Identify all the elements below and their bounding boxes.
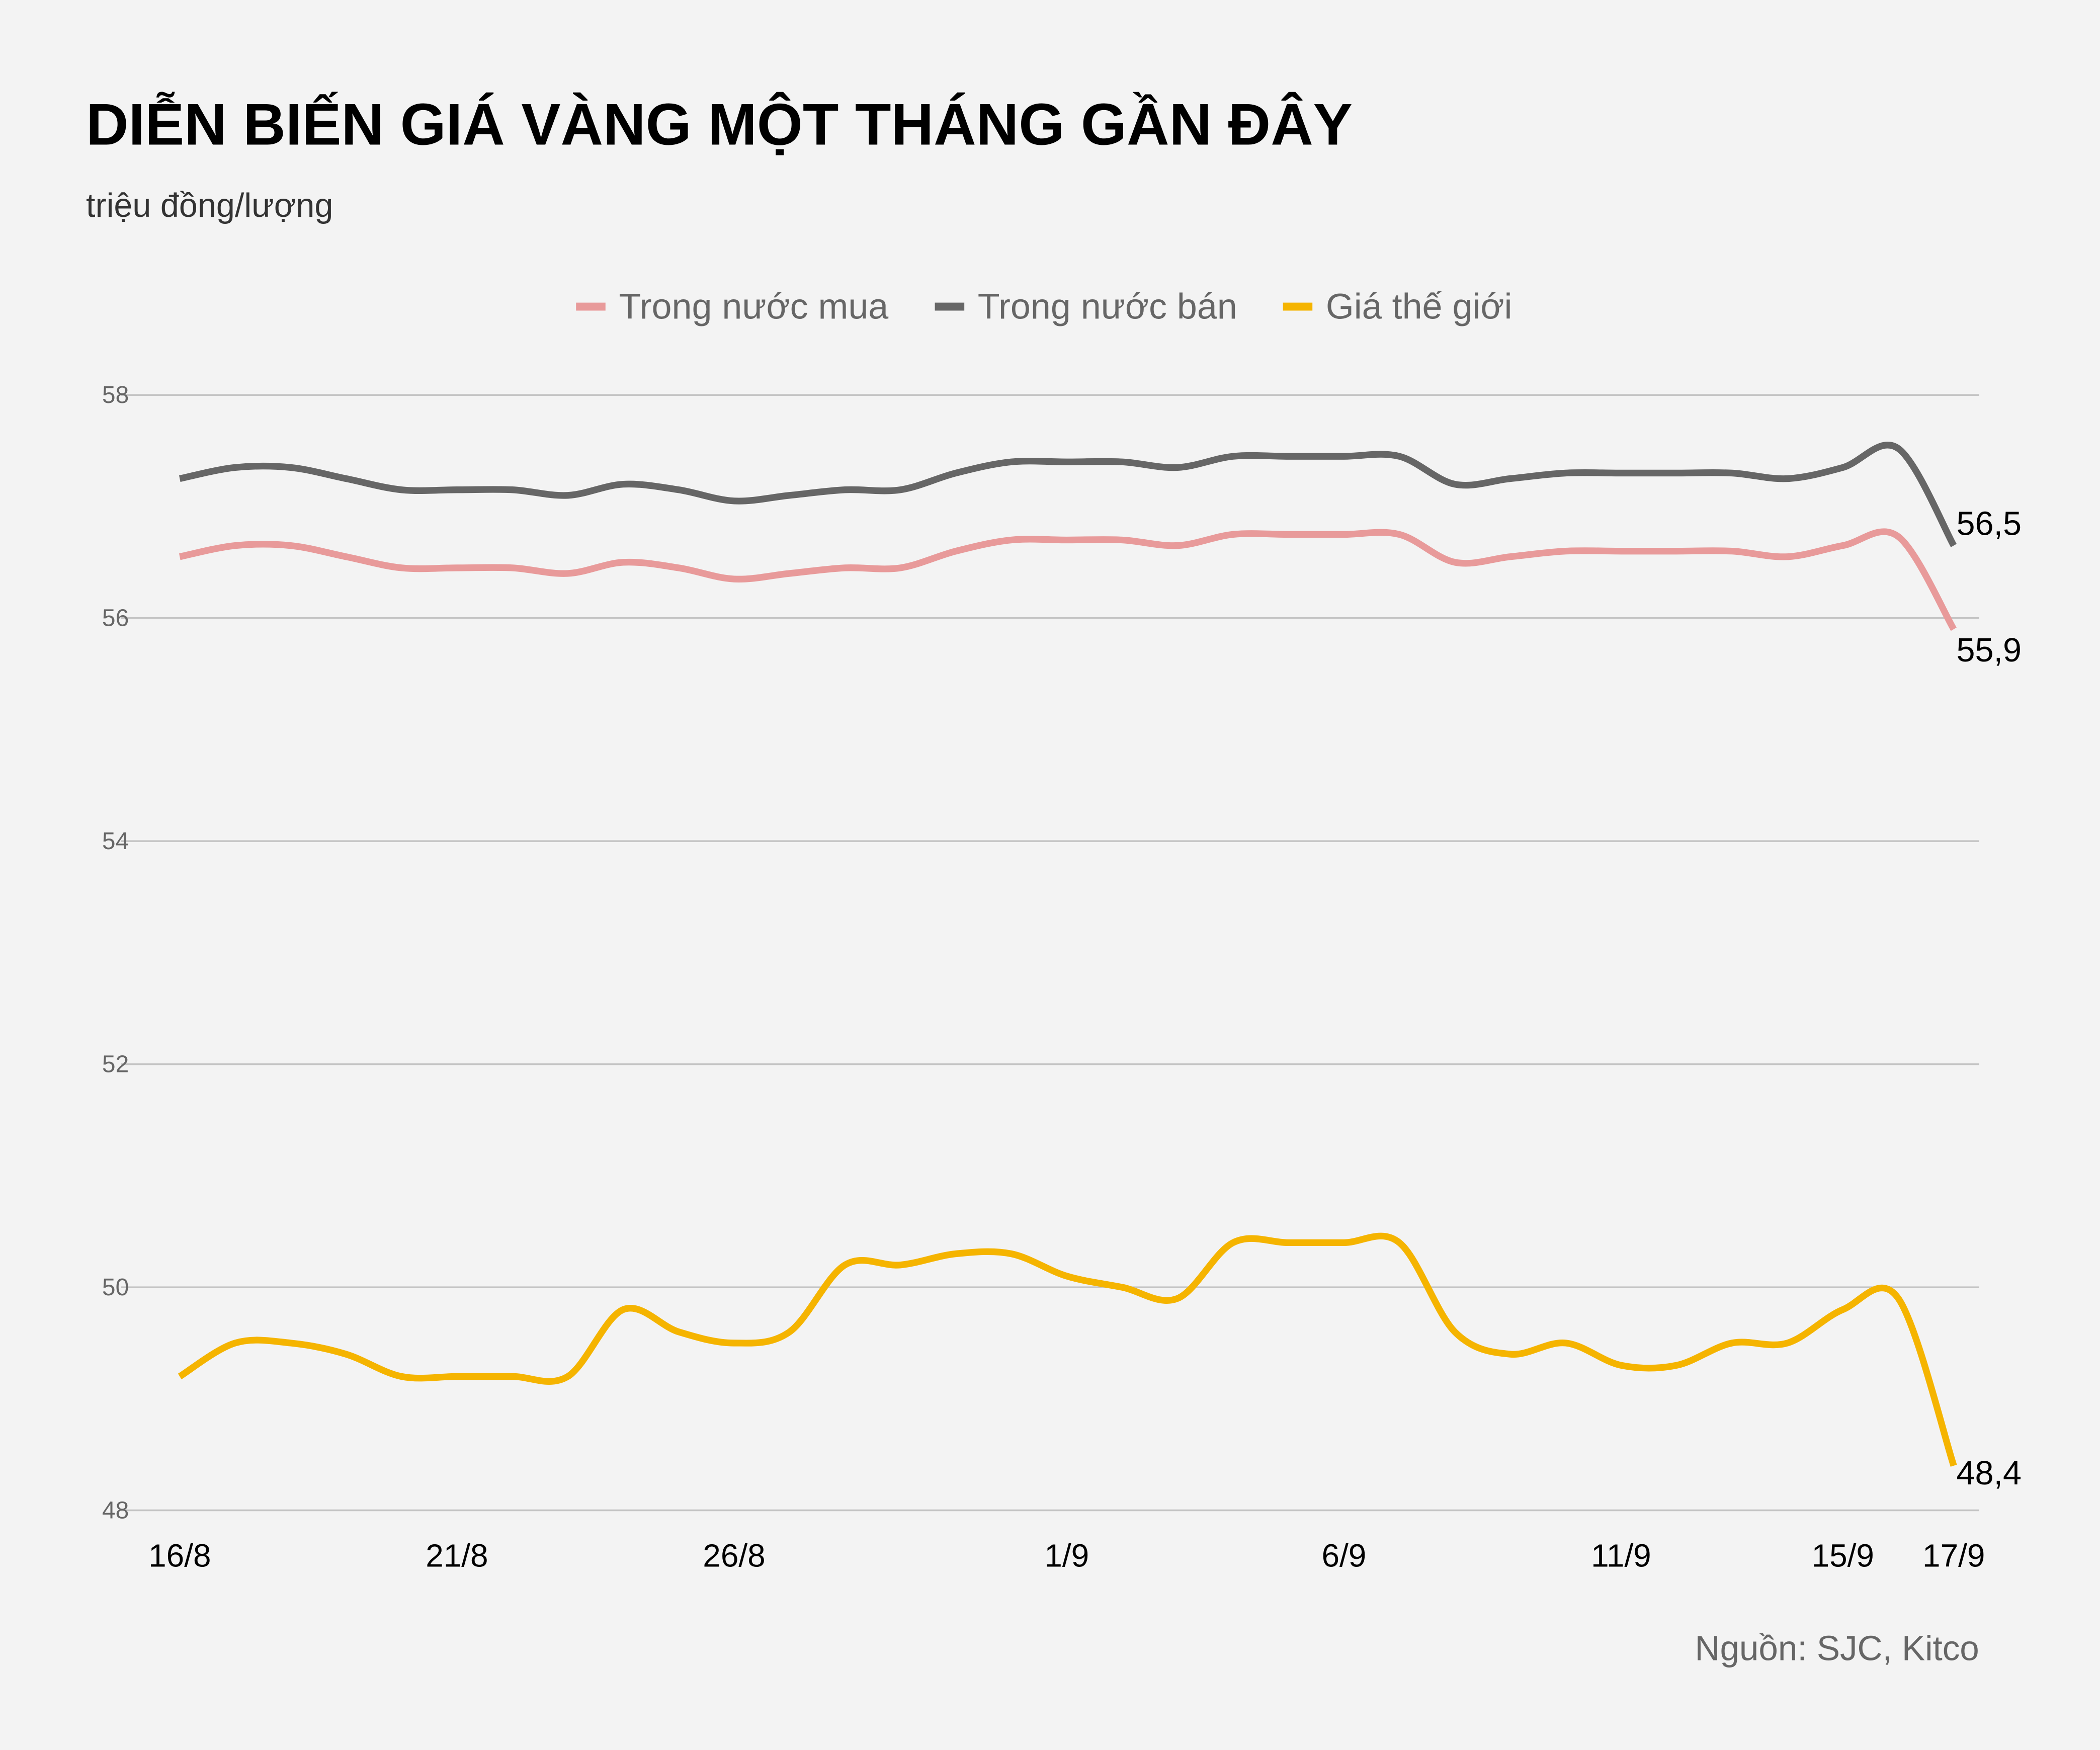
grid: 48 50 52 54 56 58 <box>102 382 1979 1524</box>
x-tick-label: 1/9 <box>1044 1537 1089 1573</box>
series-line <box>179 442 1957 547</box>
x-tick-label: 17/9 <box>1922 1537 1985 1573</box>
y-tick-label: 54 <box>102 828 129 855</box>
x-tick-label: 11/9 <box>1591 1537 1651 1573</box>
series-line <box>179 528 1957 631</box>
source-note: Nguồn: SJC, Kitco <box>1695 1629 1979 1668</box>
x-tick-label: 21/8 <box>426 1537 488 1573</box>
x-tick-label: 26/8 <box>703 1537 765 1573</box>
y-tick-label: 48 <box>102 1497 129 1524</box>
y-tick-label: 56 <box>102 605 129 632</box>
x-tick-label: 15/9 <box>1812 1537 1874 1573</box>
end-value-label: 55,9 <box>1957 632 2022 669</box>
x-axis: 16/8 21/8 26/8 1/9 6/9 11/9 15/9 17/9 <box>148 1537 1985 1573</box>
end-value-label: 56,5 <box>1957 505 2022 542</box>
x-tick-label: 16/8 <box>148 1537 211 1573</box>
y-tick-label: 52 <box>102 1051 129 1078</box>
series-lines: 55,9 56,5 48,4 <box>178 442 2022 1492</box>
chart-subtitle: triệu đồng/lượng <box>86 187 333 224</box>
y-tick-label: 58 <box>102 382 129 408</box>
y-tick-label: 50 <box>102 1274 129 1301</box>
legend-label: Trong nước bán <box>978 287 1237 327</box>
end-value-label: 48,4 <box>1957 1455 2022 1492</box>
chart-title: DIỄN BIẾN GIÁ VÀNG MỘT THÁNG GẦN ĐÂY <box>86 91 1353 157</box>
legend-label: Trong nước mua <box>619 287 888 327</box>
x-tick-label: 6/9 <box>1321 1537 1366 1573</box>
legend-label: Giá thế giới <box>1326 287 1513 327</box>
series-line <box>178 1232 1957 1467</box>
legend: Trong nước mua Trong nước bán Giá thế giới <box>576 287 1513 327</box>
